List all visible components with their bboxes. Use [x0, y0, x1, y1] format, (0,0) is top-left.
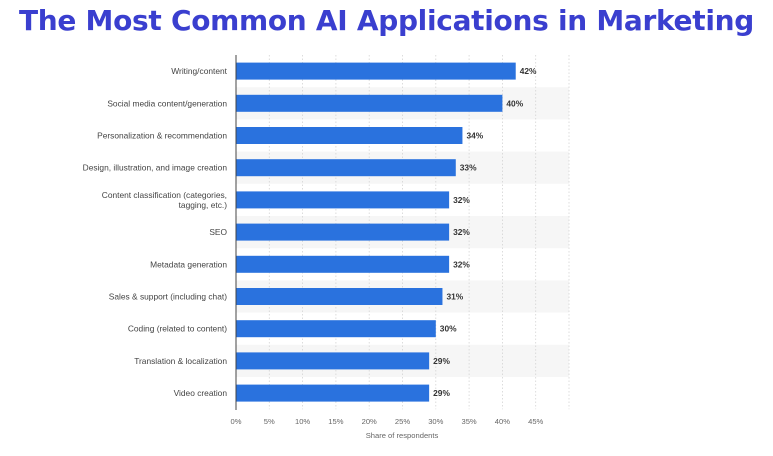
value-label: 33% [460, 163, 477, 173]
x-tick-label: 10% [295, 417, 310, 426]
value-label: 31% [446, 292, 463, 302]
value-label: 32% [453, 259, 470, 269]
category-labels: Writing/content Social media content/gene… [83, 66, 228, 398]
value-label: 30% [440, 324, 457, 334]
x-tick-label: 40% [495, 417, 510, 426]
category-label: Video creation [174, 388, 228, 398]
bar [236, 352, 430, 370]
x-tick-label: 30% [428, 417, 443, 426]
x-tick-label: 20% [362, 417, 377, 426]
x-tick-label: 45% [528, 417, 543, 426]
value-label: 32% [453, 195, 470, 205]
tick-labels: 0% 5% 10% 15% 20% 25% 30% 35% 40% 45% [231, 417, 544, 426]
bar [236, 288, 443, 305]
category-label: Translation & localization [134, 356, 227, 366]
x-tick-label: 5% [264, 417, 275, 426]
x-tick-label: 25% [395, 417, 410, 426]
value-label: 42% [520, 66, 537, 76]
category-label: Design, illustration, and image creation [83, 163, 228, 173]
bar [236, 94, 503, 112]
page-title: The Most Common AI Applications in Marke… [18, 4, 755, 37]
bar [236, 191, 450, 209]
category-label: Content classification (categories, taggi… [102, 190, 227, 210]
x-tick-label: 35% [461, 417, 476, 426]
x-tick-label: 15% [328, 417, 343, 426]
category-label: Coding (related to content) [128, 324, 227, 334]
category-label: Sales & support (including chat) [109, 292, 227, 302]
bar [236, 255, 450, 273]
bar [236, 159, 456, 177]
value-label: 40% [506, 98, 523, 108]
value-label: 34% [466, 131, 483, 141]
category-label: Writing/content [171, 66, 227, 76]
bar [236, 320, 436, 338]
grid-lines [268, 55, 570, 410]
bar [236, 127, 463, 144]
value-label: 29% [433, 356, 450, 366]
x-tick-label: 0% [231, 417, 242, 426]
category-label: Metadata generation [150, 259, 227, 269]
category-label: SEO [209, 227, 227, 237]
bar [236, 223, 450, 241]
x-axis-title: Share of respondents [366, 431, 439, 440]
bar [236, 384, 430, 402]
bars [236, 62, 516, 402]
value-label: 32% [453, 227, 470, 237]
category-label: Social media content/generation [107, 98, 227, 108]
bar [236, 62, 516, 80]
category-label: Personalization & recommendation [97, 131, 227, 141]
value-label: 29% [433, 388, 450, 398]
value-labels: 42% 40% 34% 33% 32% 32% 32% 31% 30% 29% 29% [433, 66, 537, 398]
